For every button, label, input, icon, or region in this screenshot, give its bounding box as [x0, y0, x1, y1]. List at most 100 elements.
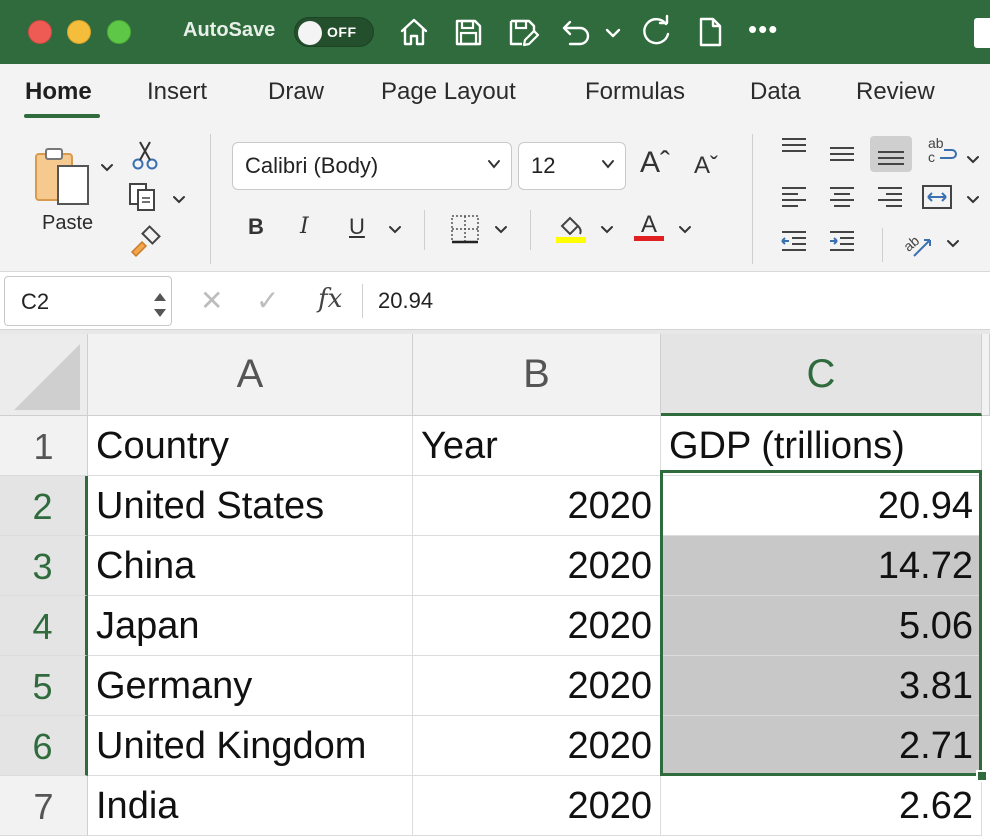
cell-b4[interactable]: 2020 — [413, 596, 661, 656]
merge-center-icon[interactable] — [920, 180, 954, 214]
fill-handle[interactable] — [976, 770, 988, 782]
save-icon[interactable] — [450, 14, 486, 50]
paste-button[interactable]: Paste — [42, 212, 94, 234]
row-header-3[interactable]: 3 — [0, 536, 88, 596]
cell-a5[interactable]: Germany — [88, 656, 413, 716]
column-header-b[interactable]: B — [413, 334, 661, 416]
row-header-7[interactable]: 7 — [0, 776, 88, 836]
cell-c7[interactable]: 2.62 — [661, 776, 982, 836]
decrease-indent-button[interactable] — [776, 224, 812, 260]
home-icon[interactable] — [396, 14, 432, 50]
autosave-toggle[interactable]: OFF — [294, 17, 374, 47]
select-all-button[interactable] — [0, 334, 88, 416]
align-middle-button[interactable] — [824, 136, 860, 172]
close-window-button[interactable] — [28, 20, 52, 44]
cell-a2[interactable]: United States — [88, 476, 413, 536]
italic-button[interactable]: I — [300, 214, 309, 239]
minimize-window-button[interactable] — [67, 20, 91, 44]
undo-dropdown-chevron-icon[interactable] — [600, 14, 626, 50]
cell-a7[interactable]: India — [88, 776, 413, 836]
fill-color-bucket-icon[interactable] — [554, 210, 588, 244]
cell-b5[interactable]: 2020 — [413, 656, 661, 716]
increase-indent-button[interactable] — [824, 224, 860, 260]
name-box-stepper-icon[interactable] — [151, 287, 169, 323]
ribbon: Home Insert Draw Page Layout Formulas Da… — [0, 64, 990, 272]
insert-function-button[interactable]: fx — [318, 284, 343, 314]
align-left-button[interactable] — [776, 178, 812, 214]
cell-b2[interactable]: 2020 — [413, 476, 661, 536]
column-header-d[interactable] — [982, 334, 990, 416]
row-header-2[interactable]: 2 — [0, 476, 88, 536]
row-header-6[interactable]: 6 — [0, 716, 88, 776]
format-painter-icon[interactable] — [128, 224, 162, 258]
cell-c1[interactable]: GDP (trillions) — [661, 416, 982, 476]
undo-icon[interactable] — [558, 14, 594, 50]
tab-formulas[interactable]: Formulas — [585, 78, 686, 105]
new-document-icon[interactable] — [692, 14, 728, 50]
paste-icon[interactable] — [32, 144, 96, 208]
underline-button[interactable]: U — [349, 214, 365, 239]
cell-a3[interactable]: China — [88, 536, 413, 596]
row-header-5[interactable]: 5 — [0, 656, 88, 716]
font-color-chevron-icon[interactable] — [676, 220, 694, 238]
confirm-entry-button[interactable]: ✓ — [256, 285, 280, 316]
maximize-window-button[interactable] — [107, 20, 131, 44]
ribbon-separator — [752, 134, 753, 264]
wrap-text-icon[interactable]: ab c — [924, 134, 958, 168]
paste-options-chevron-icon[interactable] — [98, 158, 116, 176]
decrease-font-size-button[interactable]: Aˇ — [694, 152, 718, 179]
active-tab-indicator — [24, 114, 100, 118]
cell-c6[interactable]: 2.71 — [661, 716, 982, 776]
ribbon-separator — [210, 134, 211, 264]
align-bottom-button[interactable] — [870, 136, 912, 172]
cell-c5[interactable]: 3.81 — [661, 656, 982, 716]
name-box-value: C2 — [21, 289, 50, 314]
text-orientation-chevron-icon[interactable] — [944, 234, 962, 252]
ribbon-separator — [424, 210, 425, 250]
formula-input[interactable]: 20.94 — [378, 288, 434, 313]
merge-chevron-icon[interactable] — [964, 190, 982, 208]
text-orientation-icon[interactable]: ab — [900, 226, 934, 260]
borders-icon[interactable] — [448, 212, 482, 246]
cell-b7[interactable]: 2020 — [413, 776, 661, 836]
align-top-button[interactable] — [776, 130, 812, 166]
align-center-button[interactable] — [824, 178, 860, 214]
tab-draw[interactable]: Draw — [268, 78, 325, 105]
increase-font-size-button[interactable]: Aˆ — [640, 146, 670, 179]
row-header-1[interactable]: 1 — [0, 416, 88, 476]
cell-b3[interactable]: 2020 — [413, 536, 661, 596]
tab-home[interactable]: Home — [25, 78, 92, 105]
font-name-select[interactable]: Calibri (Body) — [232, 142, 512, 190]
row-header-4[interactable]: 4 — [0, 596, 88, 656]
align-right-button[interactable] — [872, 178, 908, 214]
cell-c2[interactable]: 20.94 — [661, 476, 982, 536]
cell-a6[interactable]: United Kingdom — [88, 716, 413, 776]
cell-b6[interactable]: 2020 — [413, 716, 661, 776]
fill-color-chevron-icon[interactable] — [598, 220, 616, 238]
redo-icon[interactable] — [638, 14, 674, 50]
column-header-a[interactable]: A — [88, 334, 413, 416]
cut-scissors-icon[interactable] — [128, 138, 162, 172]
tab-review[interactable]: Review — [856, 78, 935, 105]
cancel-entry-button[interactable]: ✕ — [200, 285, 224, 316]
bold-button[interactable]: B — [248, 214, 264, 239]
cell-c4[interactable]: 5.06 — [661, 596, 982, 656]
cell-a4[interactable]: Japan — [88, 596, 413, 656]
tab-data[interactable]: Data — [750, 78, 801, 105]
more-options-icon[interactable]: ••• — [748, 14, 779, 44]
name-box[interactable]: C2 — [4, 276, 172, 326]
copy-options-chevron-icon[interactable] — [170, 190, 188, 208]
underline-options-chevron-icon[interactable] — [386, 220, 404, 238]
cell-b1[interactable]: Year — [413, 416, 661, 476]
borders-chevron-icon[interactable] — [492, 220, 510, 238]
wrap-text-chevron-icon[interactable] — [964, 150, 982, 168]
column-header-c[interactable]: C — [661, 334, 982, 416]
copy-icon[interactable] — [126, 180, 160, 214]
tab-insert[interactable]: Insert — [147, 78, 208, 105]
tab-page-layout[interactable]: Page Layout — [381, 78, 516, 105]
font-size-select[interactable]: 12 — [518, 142, 626, 190]
cell-c3[interactable]: 14.72 — [661, 536, 982, 596]
save-as-icon[interactable] — [504, 14, 540, 50]
font-color-icon[interactable]: A — [632, 208, 666, 242]
cell-a1[interactable]: Country — [88, 416, 413, 476]
